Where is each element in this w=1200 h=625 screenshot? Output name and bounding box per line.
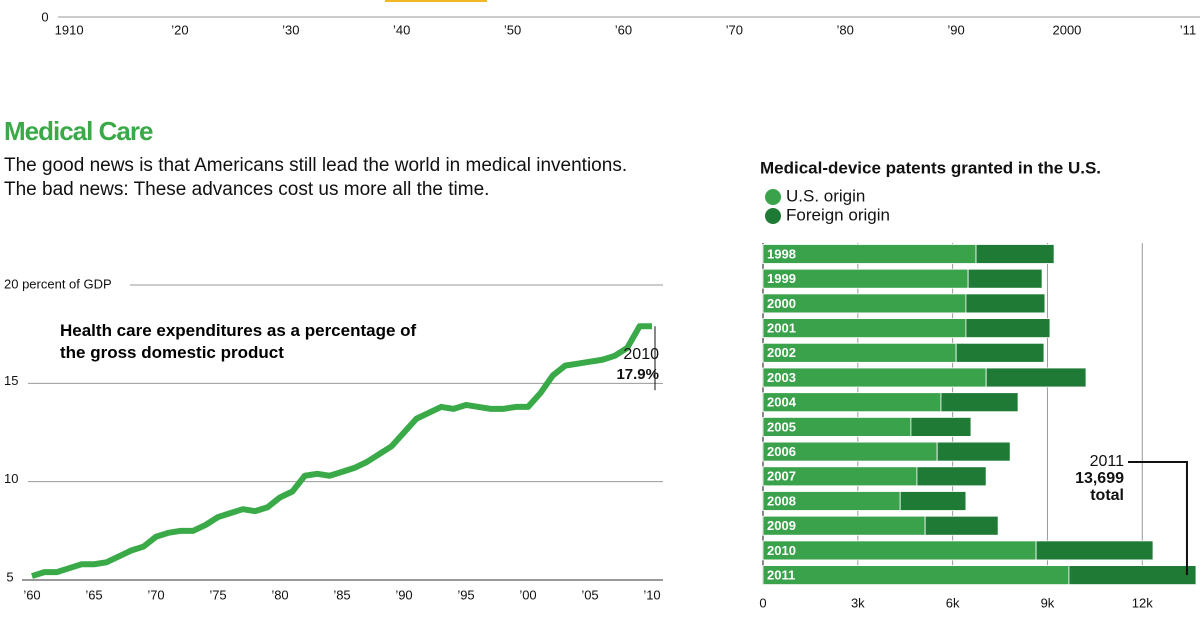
x-tick-label: ’50	[504, 22, 521, 37]
x-tick-label: ’60	[615, 22, 632, 37]
bar	[955, 342, 1045, 363]
x-tick-label: ’11	[1180, 22, 1196, 37]
category-label: 2004	[767, 395, 797, 410]
annotation-line	[1128, 461, 1188, 576]
annotation-value: 17.9%	[616, 366, 659, 383]
bar	[762, 540, 1037, 561]
bar	[1035, 540, 1154, 561]
y-tick-label: 0	[41, 9, 48, 24]
y-tick-label: 20 percent of GDP	[4, 276, 112, 291]
x-tick-label: ’90	[947, 22, 964, 37]
annotation-label: 2011	[1090, 453, 1125, 470]
bar	[916, 466, 987, 487]
x-tick-label: ’30	[282, 22, 299, 37]
x-tick-label: ’90	[395, 587, 412, 602]
x-tick-label: ’80	[271, 587, 288, 602]
section-title: Medical Care	[4, 116, 153, 146]
x-tick-label: 9k	[1041, 595, 1055, 610]
bar	[762, 565, 1070, 585]
bar	[967, 268, 1043, 289]
category-label: 2001	[767, 321, 796, 336]
bar	[762, 367, 987, 388]
y-tick-label: 15	[4, 373, 18, 388]
x-tick-label: ’60	[23, 587, 40, 602]
x-tick-label: ’40	[393, 22, 410, 37]
chart-title: Health care expenditures as a percentage…	[60, 321, 417, 362]
annotation-note: total	[1090, 487, 1124, 504]
bar	[965, 293, 1046, 314]
annotation-label: 2010	[623, 346, 659, 363]
y-tick-label: 5	[6, 569, 13, 584]
category-label: 1999	[767, 271, 796, 286]
decoration	[385, 0, 487, 2]
category-label: 2002	[767, 345, 796, 360]
category-label: 2009	[767, 518, 796, 533]
x-tick-label: ’70	[147, 587, 164, 602]
chart-title: Medical-device patents granted in the U.…	[760, 158, 1101, 177]
legend-label: Foreign origin	[786, 205, 890, 224]
x-tick-label: ’20	[171, 22, 188, 37]
category-label: 2006	[767, 444, 796, 459]
intro: The bad news: These advances cost us mor…	[4, 179, 489, 200]
x-tick-label: ’85	[333, 587, 350, 602]
x-tick-label: ’10	[643, 587, 660, 602]
x-tick-label: ’75	[209, 587, 226, 602]
category-label: 1998	[767, 246, 796, 261]
annotation-value: 13,699	[1075, 470, 1124, 487]
category-label: 2007	[767, 469, 796, 484]
bar	[965, 318, 1051, 339]
x-tick-label: 6k	[946, 595, 960, 610]
category-label: 2005	[767, 419, 796, 434]
category-label: 2003	[767, 370, 796, 385]
intro: The good news is that Americans still le…	[4, 155, 627, 176]
bar	[924, 515, 999, 536]
category-label: 2010	[767, 543, 796, 558]
category-label: 2000	[767, 296, 796, 311]
x-tick-label: 12k	[1132, 595, 1153, 610]
bar	[985, 367, 1087, 388]
x-tick-label: ’65	[85, 587, 102, 602]
bar	[936, 441, 1011, 462]
x-tick-label: 2000	[1052, 22, 1081, 37]
legend-marker	[765, 189, 781, 205]
category-label: 2011	[767, 568, 795, 583]
bar	[1068, 565, 1197, 585]
bar	[899, 491, 967, 511]
bar	[940, 392, 1019, 413]
x-tick-label: 0	[759, 595, 766, 610]
x-tick-label: ’95	[457, 587, 474, 602]
x-tick-label: ’80	[837, 22, 854, 37]
bar	[975, 244, 1055, 264]
x-tick-label: ’00	[519, 587, 536, 602]
x-tick-label: 1910	[55, 22, 84, 37]
x-tick-label: ’70	[726, 22, 743, 37]
category-label: 2008	[767, 493, 796, 508]
y-tick-label: 10	[4, 471, 18, 486]
bar	[910, 416, 972, 437]
x-tick-label: ’05	[581, 587, 598, 602]
legend-marker	[765, 208, 781, 224]
legend-label: U.S. origin	[786, 186, 865, 205]
x-tick-label: 3k	[851, 595, 865, 610]
data-line	[31, 323, 652, 579]
